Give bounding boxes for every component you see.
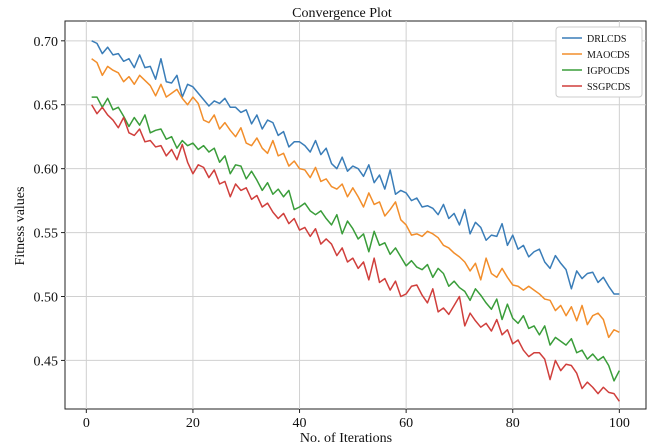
series-line-maocds [91, 58, 620, 339]
plot-area [64, 20, 647, 410]
y-tick-label: 0.70 [34, 35, 59, 50]
x-tick-label: 20 [186, 416, 200, 431]
legend-label-igpocds: IGPOCDS [587, 66, 630, 77]
series-line-drlcds [91, 40, 620, 295]
y-tick-label: 0.55 [34, 227, 59, 242]
chart-title: Convergence Plot [292, 6, 392, 21]
series-lines [91, 40, 621, 402]
x-tick-label: 80 [506, 416, 520, 431]
legend-box [555, 26, 643, 98]
x-tick-label: 40 [293, 416, 307, 431]
legend-label-maocds: MAOCDS [587, 50, 630, 61]
axis-ticks: 0 20 40 60 80 100 0.45 0.50 0.55 0.60 0.65 0.70 [34, 35, 630, 431]
y-tick-label: 0.50 [34, 290, 59, 305]
series-line-igpocds [91, 96, 621, 382]
y-axis-title: Fitness values [13, 187, 28, 266]
series-line-ssgpcds [91, 104, 620, 402]
legend-label-ssgpcds: SSGPCDS [587, 82, 630, 93]
x-tick-label: 100 [609, 416, 630, 431]
y-tick-label: 0.45 [34, 354, 59, 369]
y-tick-label: 0.65 [34, 99, 59, 114]
x-axis-title: No. of Iterations [300, 431, 392, 446]
y-tick-label: 0.60 [34, 163, 59, 178]
legend-label-drlcds: DRLCDS [587, 34, 626, 45]
x-tick-label: 60 [399, 416, 413, 431]
legend: DRLCDS MAOCDS IGPOCDS SSGPCDS [555, 26, 643, 98]
x-tick-label: 0 [83, 416, 90, 431]
